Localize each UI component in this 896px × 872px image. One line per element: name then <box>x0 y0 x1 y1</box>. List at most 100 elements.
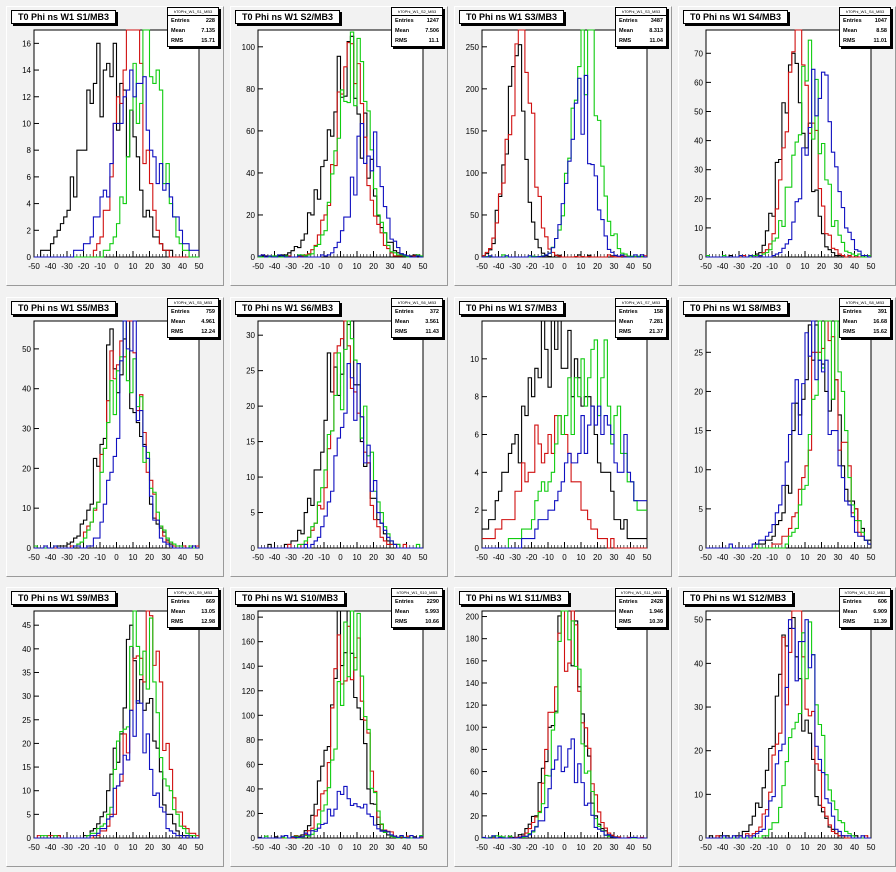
stats-histogram-name: hT0Phi_W1_S6_MB3 <box>392 299 442 307</box>
histogram-series-green <box>706 621 871 839</box>
y-tick-label: 160 <box>242 638 256 647</box>
x-tick-label: 0 <box>338 553 343 562</box>
stats-label: Mean <box>619 319 634 325</box>
y-tick-label: 30 <box>694 703 703 712</box>
stats-row-entries: Entries 372 <box>392 307 442 317</box>
y-tick-label: 40 <box>694 137 703 146</box>
stats-row-rms: RMS 15.71 <box>168 36 218 46</box>
x-tick-label: 10 <box>129 553 138 562</box>
y-tick-label: 10 <box>246 473 255 482</box>
y-tick-label: 120 <box>242 687 256 696</box>
stats-value-mean: 7.506 <box>425 28 439 34</box>
y-tick-label: 20 <box>22 739 31 748</box>
histogram-plot: -50 -40 -30 -20 -10 0 10 20 30 40 50 0 20 40 60 80 100 12… <box>242 610 428 852</box>
histogram-title: T0 Phi ns W1 S2/MB3 <box>235 10 341 24</box>
y-tick-label: 20 <box>470 812 479 821</box>
histogram-title: T0 Phi ns W1 S1/MB3 <box>11 10 117 24</box>
stats-value-mean: 5.993 <box>425 609 439 615</box>
stats-value-rms: 11.1 <box>428 38 439 44</box>
histogram-series-blue <box>706 68 871 258</box>
y-tick-label: 60 <box>246 127 255 136</box>
histogram-pad-2: -50 -40 -30 -20 -10 0 10 20 30 40 50 0 20 40 60 80 100 T0… <box>230 6 448 286</box>
stats-row-mean: Mean 6.909 <box>840 607 890 617</box>
x-tick-label: 0 <box>338 843 343 852</box>
x-tick-label: 40 <box>626 262 635 271</box>
y-tick-label: 60 <box>694 78 703 87</box>
x-tick-label: 20 <box>145 262 154 271</box>
stats-label: RMS <box>171 619 184 625</box>
y-tick-label: 50 <box>470 211 479 220</box>
stats-row-entries: Entries 669 <box>168 597 218 607</box>
x-tick-label: -30 <box>61 262 73 271</box>
stats-label: Entries <box>843 309 862 315</box>
stats-value-mean: 7.135 <box>201 28 215 34</box>
histogram-title: T0 Phi ns W1 S8/MB3 <box>683 301 789 315</box>
y-tick-label: 180 <box>242 613 256 622</box>
x-tick-label: 40 <box>402 553 411 562</box>
stats-histogram-name: hT0Phi_W1_S12_MB3 <box>840 589 890 597</box>
x-tick-label: 30 <box>386 262 395 271</box>
x-tick-label: 30 <box>610 843 619 852</box>
x-tick-label: 0 <box>562 843 567 852</box>
x-tick-label: 10 <box>129 262 138 271</box>
histogram-plot: -50 -40 -30 -20 -10 0 10 20 30 40 50 0 20 40 60 80 100 <box>242 29 428 271</box>
x-tick-label: 40 <box>178 843 187 852</box>
x-tick-label: -10 <box>318 553 330 562</box>
y-tick-label: 80 <box>470 745 479 754</box>
y-tick-label: 10 <box>694 224 703 233</box>
y-tick-label: 25 <box>246 367 255 376</box>
y-tick-label: 0 <box>475 253 480 262</box>
y-tick-label: 30 <box>246 331 255 340</box>
histogram-series-black <box>482 320 647 540</box>
y-tick-label: 0 <box>251 834 256 843</box>
y-tick-label: 50 <box>22 345 31 354</box>
x-tick-label: -50 <box>28 262 40 271</box>
x-tick-label: 40 <box>626 843 635 852</box>
x-tick-label: -40 <box>45 553 57 562</box>
stats-value-entries: 1047 <box>874 18 887 24</box>
x-tick-label: -30 <box>61 843 73 852</box>
histogram-series-blue <box>34 320 199 549</box>
x-tick-label: 50 <box>419 843 428 852</box>
x-tick-label: 0 <box>786 262 791 271</box>
x-tick-label: -50 <box>28 843 40 852</box>
y-tick-label: 180 <box>466 635 480 644</box>
y-tick-label: 10 <box>470 355 479 364</box>
stats-value-entries: 228 <box>205 18 215 24</box>
stats-value-entries: 2428 <box>650 599 663 605</box>
x-tick-label: -20 <box>78 843 90 852</box>
x-tick-label: 30 <box>834 553 843 562</box>
y-tick-label: 20 <box>694 387 703 396</box>
stats-box: hT0Phi_W1_S6_MB3 Entries 372 Mean 3.561 RMS 11… <box>391 298 443 338</box>
stats-label: Entries <box>171 599 190 605</box>
x-tick-label: 30 <box>834 843 843 852</box>
histogram-title: T0 Phi ns W1 S6/MB3 <box>235 301 341 315</box>
y-tick-label: 100 <box>466 723 480 732</box>
x-tick-label: 10 <box>353 553 362 562</box>
x-tick-label: -50 <box>700 262 712 271</box>
histogram-plot: -50 -40 -30 -20 -10 0 10 20 30 40 50 0 5 10 15 20 25 <box>694 320 876 562</box>
stats-row-rms: RMS 15.62 <box>840 327 890 337</box>
x-tick-label: -20 <box>750 553 762 562</box>
stats-box: hT0Phi_W1_S9_MB3 Entries 669 Mean 13.05 RMS 12… <box>167 588 219 628</box>
stats-box: hT0Phi_W1_S5_MB3 Entries 759 Mean 4.961 RMS 12… <box>167 298 219 338</box>
y-tick-label: 100 <box>466 169 480 178</box>
stats-label: Entries <box>395 309 414 315</box>
stats-histogram-name: hT0Phi_W1_S10_MB3 <box>392 589 442 597</box>
x-tick-label: -20 <box>78 553 90 562</box>
stats-label: Mean <box>171 28 186 34</box>
x-tick-label: 20 <box>817 553 826 562</box>
x-tick-label: 20 <box>369 262 378 271</box>
histogram-series-blue <box>258 363 423 549</box>
stats-histogram-name: hT0Phi_W1_S2_MB3 <box>392 8 442 16</box>
stats-row-rms: RMS 10.66 <box>392 617 442 627</box>
x-tick-label: 50 <box>867 553 876 562</box>
stats-row-entries: Entries 158 <box>616 307 666 317</box>
histogram-series-blue <box>258 785 423 839</box>
stats-row-mean: Mean 1.946 <box>616 607 666 617</box>
stats-value-entries: 1247 <box>426 18 439 24</box>
stats-label: Entries <box>619 309 638 315</box>
x-tick-label: -40 <box>45 843 57 852</box>
y-tick-label: 200 <box>466 85 480 94</box>
y-tick-label: 15 <box>694 427 703 436</box>
